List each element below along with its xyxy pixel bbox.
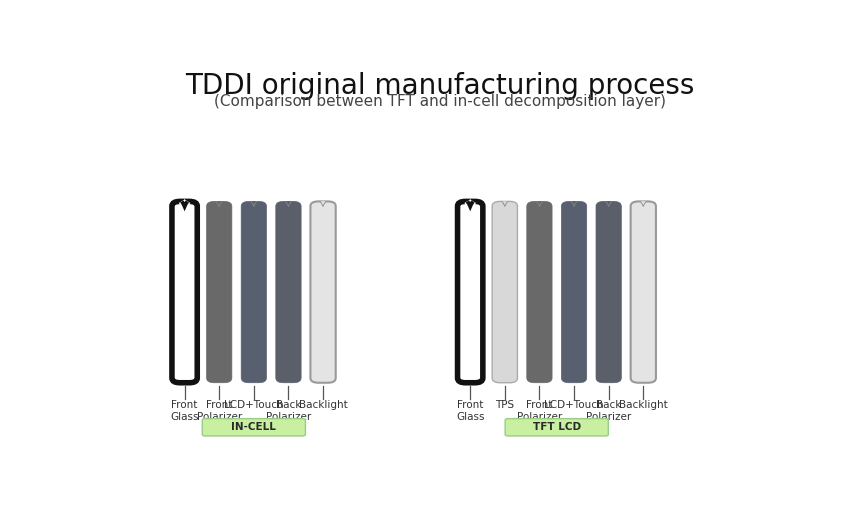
FancyBboxPatch shape [241, 201, 266, 383]
PathPatch shape [641, 201, 646, 206]
Text: (Comparison between TFT and in-cell decomposition layer): (Comparison between TFT and in-cell deco… [214, 94, 667, 109]
Text: Back
Polarizer: Back Polarizer [586, 400, 631, 422]
FancyBboxPatch shape [596, 201, 621, 383]
Text: TPS: TPS [496, 400, 515, 410]
Text: Backlight: Backlight [618, 400, 667, 410]
PathPatch shape [537, 201, 542, 206]
FancyBboxPatch shape [202, 419, 306, 436]
PathPatch shape [467, 201, 473, 206]
Text: LCD+Touch: LCD+Touch [224, 400, 283, 410]
PathPatch shape [286, 201, 291, 206]
FancyBboxPatch shape [631, 201, 656, 383]
FancyBboxPatch shape [562, 201, 587, 383]
Text: LCD+Touch: LCD+Touch [545, 400, 604, 410]
PathPatch shape [502, 201, 508, 206]
PathPatch shape [251, 201, 257, 206]
PathPatch shape [606, 201, 612, 206]
PathPatch shape [571, 201, 577, 206]
Text: Front
Polarizer: Front Polarizer [517, 400, 562, 422]
Text: TDDI original manufacturing process: TDDI original manufacturing process [186, 73, 695, 100]
FancyBboxPatch shape [276, 201, 302, 383]
Text: Front
Glass: Front Glass [170, 400, 198, 422]
PathPatch shape [216, 201, 222, 206]
FancyBboxPatch shape [458, 201, 483, 383]
Text: Front
Polarizer: Front Polarizer [197, 400, 242, 422]
Text: IN-CELL: IN-CELL [231, 422, 277, 432]
Text: TFT LCD: TFT LCD [533, 422, 581, 432]
FancyBboxPatch shape [492, 201, 517, 383]
FancyBboxPatch shape [206, 201, 232, 383]
Text: Front
Glass: Front Glass [456, 400, 484, 422]
FancyBboxPatch shape [172, 201, 198, 383]
PathPatch shape [320, 201, 326, 206]
FancyBboxPatch shape [527, 201, 552, 383]
PathPatch shape [182, 201, 187, 206]
Text: Back
Polarizer: Back Polarizer [265, 400, 311, 422]
FancyBboxPatch shape [505, 419, 608, 436]
FancyBboxPatch shape [310, 201, 336, 383]
Text: Backlight: Backlight [299, 400, 347, 410]
